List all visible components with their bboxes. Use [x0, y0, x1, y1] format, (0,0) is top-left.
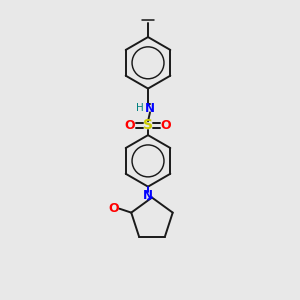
Text: O: O — [125, 119, 136, 132]
Text: N: N — [145, 102, 155, 115]
Text: O: O — [108, 202, 119, 215]
Text: N: N — [143, 189, 153, 202]
Text: S: S — [143, 118, 153, 132]
Text: H: H — [136, 103, 144, 113]
Text: O: O — [160, 119, 171, 132]
